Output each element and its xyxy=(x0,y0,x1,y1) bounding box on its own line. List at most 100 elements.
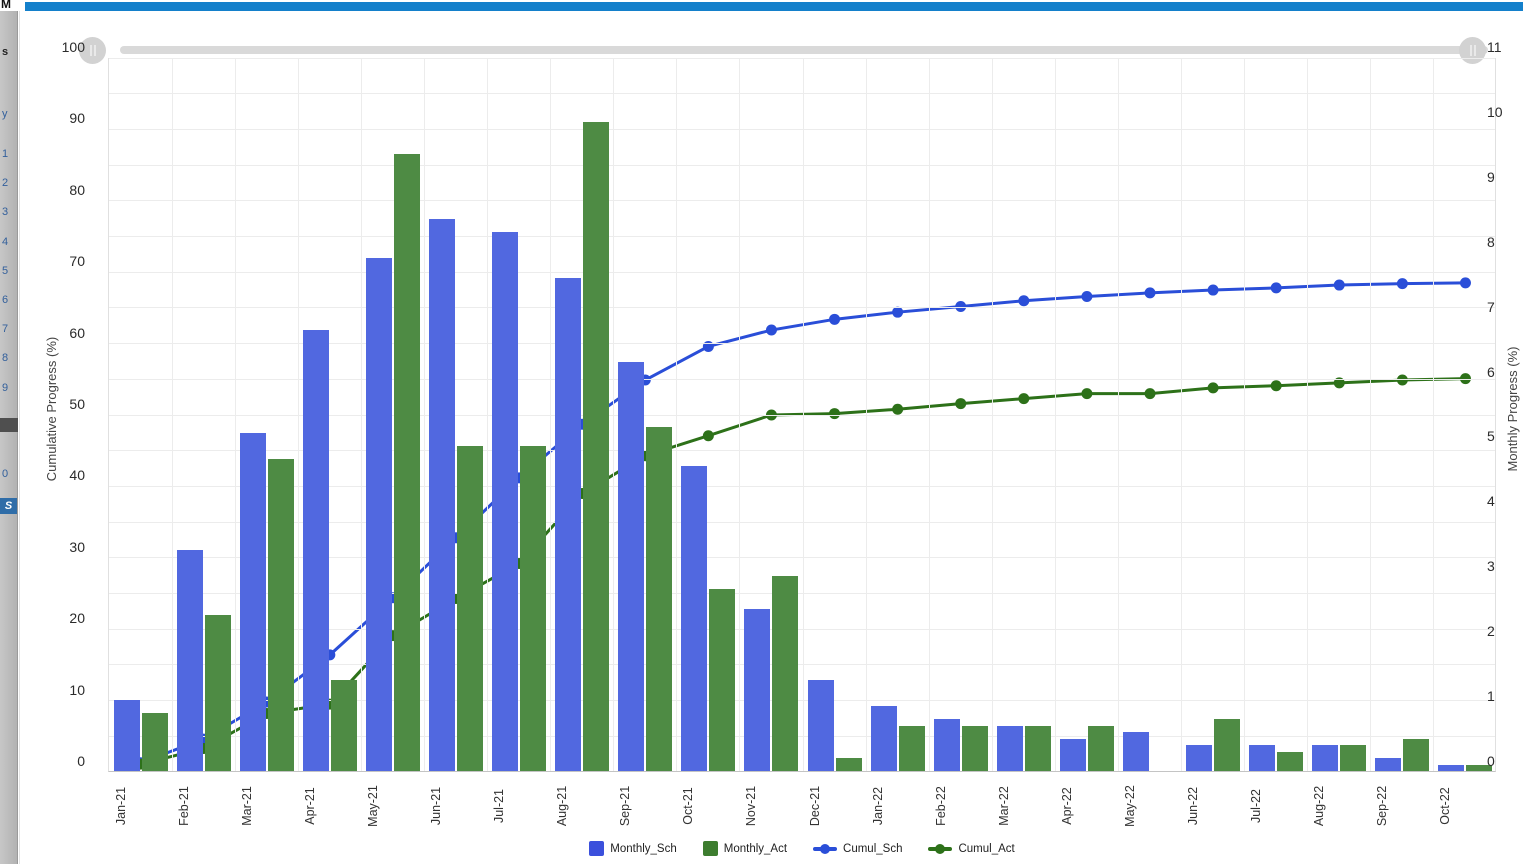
bar-monthly-act[interactable] xyxy=(393,154,420,771)
cumul-sch-point[interactable] xyxy=(1459,277,1471,289)
bar-monthly-sch[interactable] xyxy=(429,219,455,771)
bar-monthly-act[interactable] xyxy=(520,446,547,771)
bar-monthly-sch[interactable] xyxy=(933,719,960,771)
cumul-act-point[interactable] xyxy=(1459,373,1471,385)
bar-monthly-act[interactable] xyxy=(141,712,168,771)
cumul-sch-point[interactable] xyxy=(829,313,841,325)
cumul_sch-line-icon xyxy=(813,841,838,856)
cumul-act-point[interactable] xyxy=(1270,380,1282,392)
bar-monthly-act[interactable] xyxy=(961,725,988,771)
cumul-act-point[interactable] xyxy=(1207,382,1219,394)
v-gridline xyxy=(1433,58,1435,771)
bar-monthly-act[interactable] xyxy=(204,615,231,771)
bar-monthly-sch[interactable] xyxy=(1123,732,1149,771)
bar-monthly-sch[interactable] xyxy=(681,465,708,771)
x-axis-month-label: May-21 xyxy=(365,785,380,827)
host-top-bar xyxy=(25,2,1523,11)
h-gridline xyxy=(109,164,1495,166)
bar-monthly-sch[interactable] xyxy=(807,680,834,771)
cumul-sch-point[interactable] xyxy=(1081,290,1093,302)
cumul-sch-point[interactable] xyxy=(765,324,777,336)
bar-monthly-sch[interactable] xyxy=(176,550,203,771)
cumul-sch-point[interactable] xyxy=(1207,284,1219,296)
bar-monthly-act[interactable] xyxy=(1214,719,1241,771)
bar-monthly-sch[interactable] xyxy=(365,258,392,771)
bar-monthly-sch[interactable] xyxy=(744,608,771,771)
v-gridline xyxy=(991,58,993,771)
bar-monthly-act[interactable] xyxy=(835,758,862,771)
x-axis-month-label: Jul-22 xyxy=(1249,788,1264,824)
bar-monthly-sch[interactable] xyxy=(1312,745,1339,771)
cumul-sch-point[interactable] xyxy=(1333,279,1345,291)
range-start-handle[interactable] xyxy=(79,37,106,64)
cumul-act-point[interactable] xyxy=(1081,388,1093,400)
cumul-act-point[interactable] xyxy=(1333,377,1345,389)
bar-monthly-sch[interactable] xyxy=(239,433,266,771)
bar-monthly-sch[interactable] xyxy=(113,699,140,771)
host-row-number: 4 xyxy=(2,235,9,248)
cumul-sch-point[interactable] xyxy=(1144,287,1156,299)
bar-monthly-act[interactable] xyxy=(267,459,294,771)
h-gridline xyxy=(109,521,1495,523)
legend-item-monthly_sch[interactable]: Monthly_Sch xyxy=(589,841,677,856)
bar-monthly-act[interactable] xyxy=(457,446,483,771)
cumul-act-point[interactable] xyxy=(955,398,967,410)
v-gridline xyxy=(1307,58,1309,771)
cumul-act-point[interactable] xyxy=(1144,388,1156,400)
cumul-sch-point[interactable] xyxy=(955,300,967,312)
v-gridline xyxy=(1181,58,1183,771)
bar-monthly-act[interactable] xyxy=(646,426,673,771)
cumul-act-point[interactable] xyxy=(1018,393,1030,405)
bar-monthly-sch[interactable] xyxy=(1059,738,1086,771)
cumul-sch-point[interactable] xyxy=(1018,295,1030,307)
bar-monthly-act[interactable] xyxy=(1087,725,1114,771)
bar-monthly-sch[interactable] xyxy=(1438,764,1465,771)
cumul-act-point[interactable] xyxy=(702,430,714,442)
cumul-sch-point[interactable] xyxy=(1270,282,1282,294)
right-axis-tick: 9 xyxy=(1487,168,1495,185)
bar-monthly-sch[interactable] xyxy=(492,232,519,771)
bar-monthly-act[interactable] xyxy=(1340,745,1367,771)
h-gridline xyxy=(109,271,1495,273)
legend-item-monthly_act[interactable]: Monthly_Act xyxy=(702,841,787,856)
bar-monthly-act[interactable] xyxy=(709,589,736,771)
bar-monthly-sch[interactable] xyxy=(870,706,897,771)
h-gridline xyxy=(109,343,1495,345)
x-axis-month-label: Dec-21 xyxy=(807,785,822,827)
h-gridline xyxy=(109,200,1495,202)
h-gridline xyxy=(109,700,1495,702)
bar-monthly-act[interactable] xyxy=(1403,738,1430,771)
bar-monthly-sch[interactable] xyxy=(1249,745,1276,771)
bar-monthly-sch[interactable] xyxy=(996,725,1023,771)
cumul-act-point[interactable] xyxy=(829,408,841,420)
range-end-handle[interactable] xyxy=(1459,37,1486,64)
bar-monthly-act[interactable] xyxy=(772,576,799,771)
cumul-act-point[interactable] xyxy=(892,403,904,415)
right-axis-tick: 2 xyxy=(1487,623,1495,640)
h-gridline xyxy=(109,485,1495,487)
cumul-sch-point[interactable] xyxy=(892,306,904,318)
bar-monthly-sch[interactable] xyxy=(1375,758,1402,771)
legend-item-cumul_sch[interactable]: Cumul_Sch xyxy=(813,841,902,856)
bar-monthly-sch[interactable] xyxy=(555,277,582,771)
left-axis-tick: 60 xyxy=(69,324,85,341)
legend-item-cumul_act[interactable]: Cumul_Act xyxy=(928,841,1015,856)
bar-monthly-act[interactable] xyxy=(1024,725,1051,771)
h-gridline xyxy=(109,307,1495,309)
bar-monthly-act[interactable] xyxy=(330,680,357,771)
bar-monthly-act[interactable] xyxy=(898,725,925,771)
chart-range-slider-track[interactable] xyxy=(120,46,1488,54)
bar-monthly-sch[interactable] xyxy=(1186,745,1213,771)
bar-monthly-sch[interactable] xyxy=(618,362,645,771)
h-gridline xyxy=(109,450,1495,452)
cumul-sch-point[interactable] xyxy=(1396,278,1408,290)
bar-monthly-act[interactable] xyxy=(1277,751,1304,771)
x-axis-month-label: Aug-21 xyxy=(555,785,570,827)
x-axis-month-label: Sep-21 xyxy=(618,785,633,827)
bar-monthly-sch[interactable] xyxy=(302,329,329,771)
bar-monthly-act[interactable] xyxy=(583,121,610,771)
cumul-act-point[interactable] xyxy=(1396,374,1408,386)
bar-monthly-act[interactable] xyxy=(1466,764,1493,771)
left-axis-tick: 20 xyxy=(69,610,85,627)
left-axis-tick: 100 xyxy=(61,39,85,55)
